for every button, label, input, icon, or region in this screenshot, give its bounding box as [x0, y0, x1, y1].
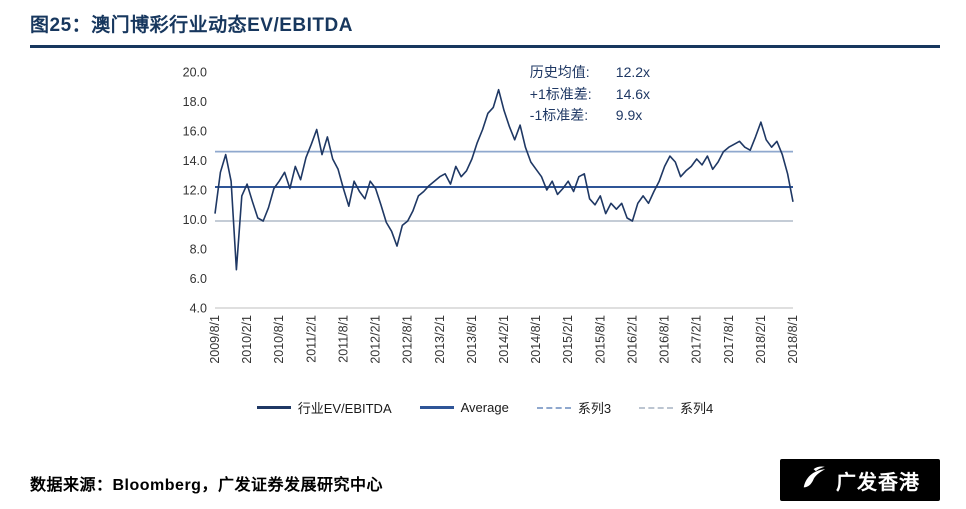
legend-item-average: Average — [419, 400, 509, 415]
legend-item-series4: 系列4 — [639, 398, 713, 417]
annotation-mean-value: 12.2x — [615, 64, 651, 80]
svg-text:4.0: 4.0 — [190, 302, 207, 316]
logo-text: 广发香港 — [836, 471, 920, 494]
svg-text:2009/8/1: 2009/8/1 — [208, 315, 222, 364]
legend-item-industry-ev-ebitda: 行业EV/EBITDA — [256, 398, 392, 417]
legend-label: Average — [460, 400, 509, 415]
figure-title: 图25：澳门博彩行业动态EV/EBITDA — [30, 10, 940, 48]
page-footer: 数据来源：Bloomberg，广发证券发展研究中心 广发香港 — [30, 459, 940, 501]
gf-bird-icon — [800, 465, 828, 496]
svg-text:2012/2/1: 2012/2/1 — [369, 315, 383, 364]
ev-ebitda-chart: 20.0 18.0 16.0 14.0 12.0 10.0 8.0 6.0 4.02009/8/… — [183, 66, 800, 364]
svg-text:12.0: 12.0 — [183, 184, 207, 198]
chart-legend: 行业EV/EBITDA Average 系列3 系列4 — [165, 398, 805, 417]
legend-label: 系列3 — [577, 401, 612, 416]
svg-text:2018/8/1: 2018/8/1 — [786, 315, 800, 364]
svg-text:2015/2/1: 2015/2/1 — [561, 315, 575, 364]
annotation-minus1sd-value: 9.9x — [615, 107, 643, 124]
gf-hongkong-logo: 广发香港 — [780, 459, 940, 501]
svg-text:2014/8/1: 2014/8/1 — [529, 315, 543, 364]
legend-swatch-line-dashed-gray — [639, 406, 674, 409]
svg-text:2016/8/1: 2016/8/1 — [658, 315, 672, 364]
svg-text:2010/8/1: 2010/8/1 — [272, 315, 286, 364]
data-source-text: 数据来源：Bloomberg，广发证券发展研究中心 — [30, 477, 383, 494]
svg-text:10.0: 10.0 — [183, 213, 207, 227]
annotation-plus1sd: +1标准差: 14.6x — [530, 84, 650, 106]
svg-text:20.0: 20.0 — [183, 66, 207, 80]
legend-item-series3: 系列3 — [536, 398, 612, 417]
svg-text:6.0: 6.0 — [190, 272, 207, 286]
legend-swatch-line-dashed-blue — [536, 406, 571, 409]
chart-area: 20.0 18.0 16.0 14.0 12.0 10.0 8.0 6.0 4.0 2009/8/… — [165, 58, 805, 417]
legend-label: 行业EV/EBITDA — [297, 401, 392, 416]
svg-text:2010/2/1: 2010/2/1 — [240, 315, 254, 364]
legend-label: 系列4 — [680, 401, 714, 416]
svg-text:18.0: 18.0 — [183, 95, 207, 109]
svg-text:2013/2/1: 2013/2/1 — [433, 315, 447, 364]
svg-text:2017/8/1: 2017/8/1 — [722, 315, 736, 364]
annotation-minus1sd-label: -1标准差: — [529, 107, 589, 124]
svg-text:2011/8/1: 2011/8/1 — [336, 315, 350, 363]
svg-text:8.0: 8.0 — [190, 243, 207, 257]
svg-text:2018/2/1: 2018/2/1 — [754, 315, 768, 364]
chart-annotations: 历史均值: 12.2x +1标准差: 14.6x -1标准差: 9.9x — [530, 62, 650, 127]
annotation-plus1sd-label: +1标准差: — [529, 85, 592, 102]
annotation-mean: 历史均值: 12.2x — [530, 62, 650, 84]
legend-swatch-line-solid-blue — [419, 406, 454, 409]
svg-text:2017/2/1: 2017/2/1 — [690, 315, 704, 364]
svg-text:2016/2/1: 2016/2/1 — [625, 315, 639, 364]
svg-text:16.0: 16.0 — [183, 125, 207, 139]
svg-text:2011/2/1: 2011/2/1 — [304, 315, 318, 363]
svg-text:2013/8/1: 2013/8/1 — [465, 315, 479, 364]
svg-text:2014/2/1: 2014/2/1 — [497, 315, 511, 364]
annotation-mean-label: 历史均值: — [529, 64, 590, 80]
legend-swatch-line-solid-navy — [256, 406, 291, 409]
svg-text:2015/8/1: 2015/8/1 — [593, 315, 607, 364]
annotation-minus1sd: -1标准差: 9.9x — [530, 105, 650, 127]
svg-text:2012/8/1: 2012/8/1 — [401, 315, 415, 364]
svg-text:14.0: 14.0 — [183, 154, 207, 168]
annotation-plus1sd-value: 14.6x — [615, 85, 651, 102]
